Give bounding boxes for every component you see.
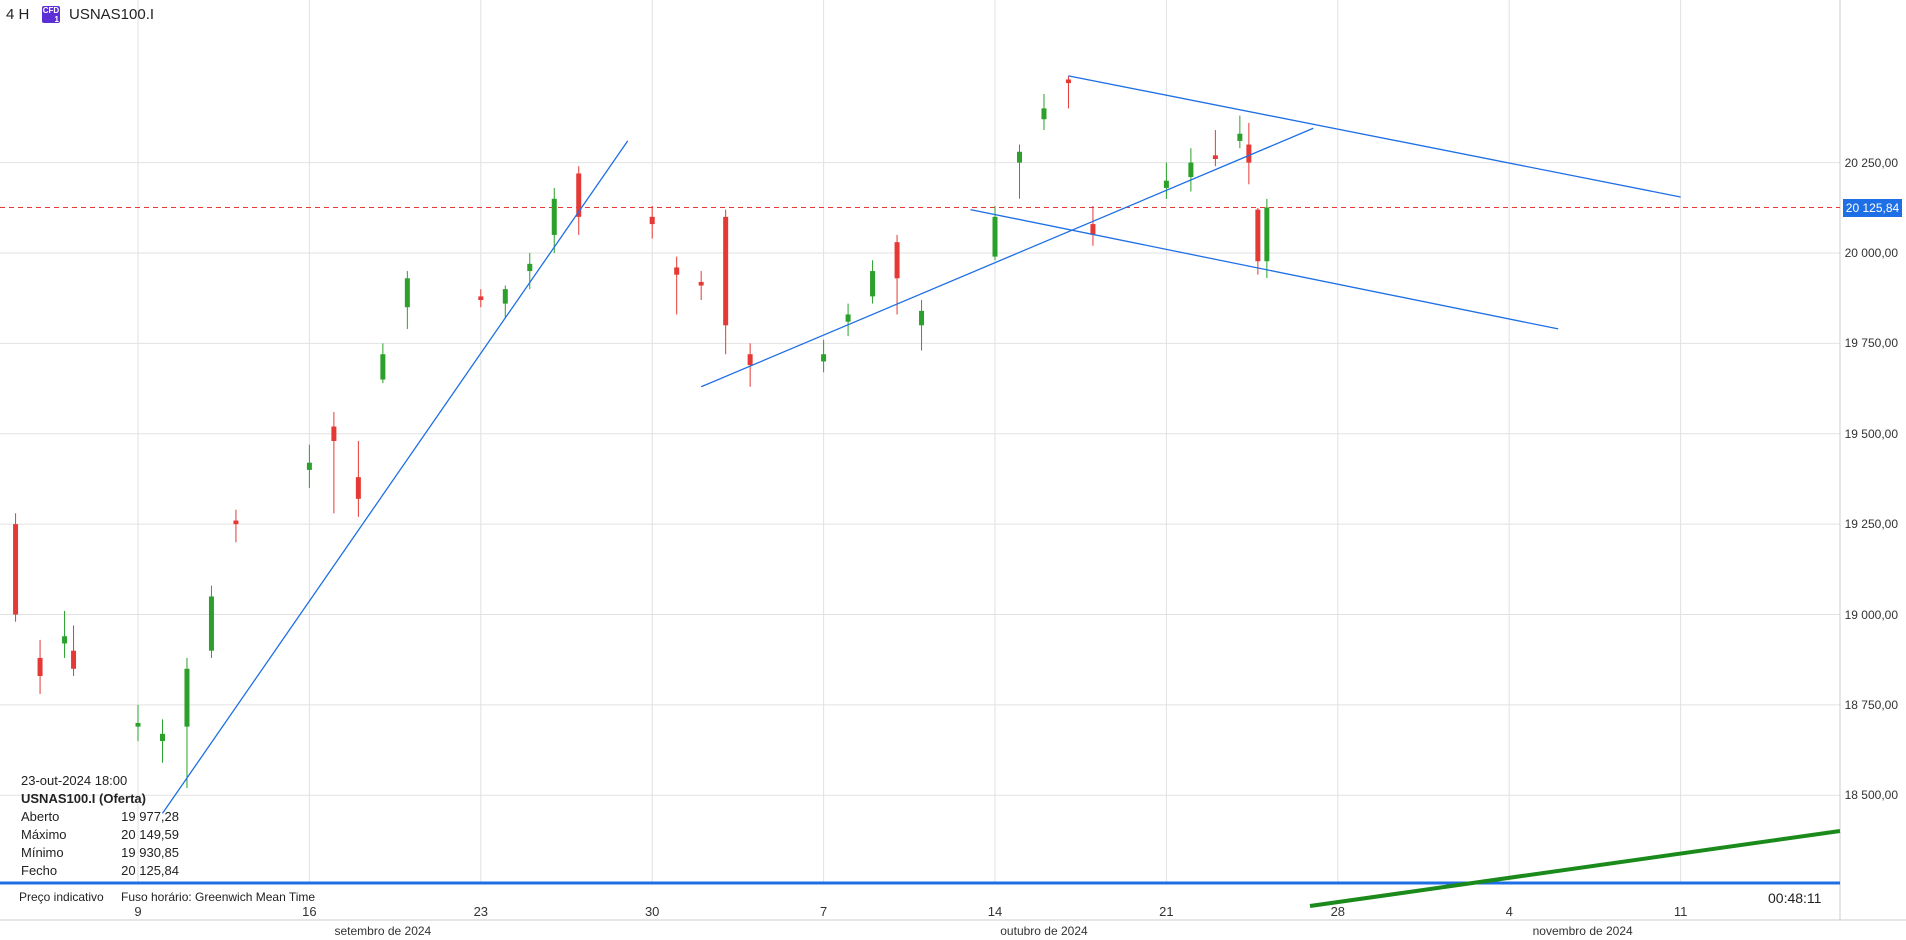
y-tick-label: 19 750,00 — [1844, 336, 1898, 351]
cfd-icon: CFD 1 — [42, 6, 60, 23]
y-tick-label: 19 500,00 — [1844, 426, 1898, 441]
tooltip-value: 20 125,84 — [121, 863, 179, 878]
y-tick-label: 20 250,00 — [1844, 155, 1898, 170]
x-tick-label: 14 — [987, 904, 1003, 919]
candle-body — [306, 462, 312, 470]
x-tick-label: 7 — [819, 904, 828, 919]
candle-body — [1264, 207, 1270, 262]
candle-body — [135, 723, 141, 727]
candle-body — [208, 596, 214, 651]
candle-body — [1246, 144, 1252, 163]
candle-body — [184, 668, 190, 727]
x-month-label: setembro de 2024 — [334, 924, 432, 938]
indicator-panel — [0, 829, 1841, 908]
candle-body — [919, 310, 925, 326]
candle-body — [71, 650, 77, 669]
x-tick-label: 11 — [1673, 904, 1688, 919]
price-type-label: Preço indicativo — [19, 890, 104, 904]
trendline — [1068, 75, 1681, 198]
tooltip-value: 19 930,85 — [121, 845, 179, 860]
x-tick-label: 23 — [473, 904, 489, 919]
current-price-tag: 20 125,84 — [1843, 198, 1902, 217]
candle-body — [821, 354, 827, 362]
y-tick-label: 18 500,00 — [1844, 788, 1898, 803]
candle-body — [1188, 162, 1194, 178]
candle-body — [355, 477, 361, 499]
ohlc-tooltip: 23-out-2024 18:00 USNAS100.I (Oferta) Ab… — [21, 772, 179, 880]
candle-body — [159, 733, 165, 742]
candle-body — [845, 314, 851, 322]
tooltip-row-open: Aberto 19 977,28 — [21, 808, 179, 826]
tooltip-row-low: Mínimo 19 930,85 — [21, 844, 179, 862]
x-tick-label: 4 — [1505, 904, 1513, 919]
candle-body — [992, 216, 998, 257]
candle-body — [894, 242, 900, 279]
tooltip-label: Mínimo — [21, 845, 64, 860]
tooltip-row-high: Máximo 20 149,59 — [21, 826, 179, 844]
trendline — [161, 140, 629, 814]
candle-body — [1016, 151, 1022, 163]
candle-body — [1163, 180, 1169, 188]
candle-body — [233, 520, 239, 525]
y-tick-label: 18 750,00 — [1844, 697, 1898, 712]
y-tick-label: 19 250,00 — [1844, 517, 1898, 532]
candle-body — [380, 354, 386, 380]
candle-body — [723, 216, 729, 326]
chart-grid — [0, 0, 1906, 921]
candle-body — [1212, 155, 1218, 159]
trendlines[interactable] — [161, 75, 1681, 814]
y-tick-label: 20 000,00 — [1844, 246, 1898, 260]
candle-body — [1041, 108, 1047, 120]
candle-body — [674, 267, 680, 275]
candle-body — [404, 278, 410, 308]
timezone-label[interactable]: Fuso horário: Greenwich Mean Time — [121, 890, 316, 904]
y-tick-label: 19 000,00 — [1844, 607, 1898, 622]
candle-body — [551, 198, 557, 235]
tooltip-value: 20 149,59 — [121, 827, 179, 842]
candle-body — [527, 263, 533, 272]
candle-body — [1065, 79, 1071, 84]
x-tick-label: 30 — [644, 904, 660, 919]
candle-body — [576, 173, 582, 217]
tooltip-label: Aberto — [21, 809, 60, 824]
x-month-label: novembro de 2024 — [1532, 924, 1633, 938]
x-tick-label: 28 — [1330, 904, 1346, 919]
candle-body — [331, 426, 337, 441]
tooltip-datetime: 23-out-2024 18:00 — [21, 773, 128, 788]
candle-body — [747, 354, 753, 366]
x-month-label: outubro de 2024 — [1000, 924, 1088, 938]
tooltip-value: 19 977,28 — [121, 809, 179, 824]
x-tick-label: 21 — [1159, 904, 1174, 919]
candle-body — [62, 636, 68, 644]
x-tick-label: 16 — [302, 904, 317, 919]
candle-body — [1255, 209, 1261, 262]
candle-body — [649, 216, 655, 225]
candle-body — [502, 289, 508, 304]
tooltip-label: Fecho — [21, 863, 58, 878]
candlestick-series — [13, 75, 1270, 789]
candle-body — [13, 524, 19, 615]
tooltip-title: USNAS100.I (Oferta) — [21, 791, 146, 806]
trendline — [700, 127, 1314, 388]
candle-body — [1090, 224, 1096, 235]
tooltip-row-close: Fecho 20 125,84 — [21, 862, 179, 880]
candle-countdown: 00:48:11 — [1768, 890, 1822, 906]
tooltip-label: Máximo — [21, 827, 67, 842]
candle-body — [698, 281, 704, 286]
symbol-label[interactable]: USNAS100.I — [69, 6, 155, 23]
x-tick-label: 9 — [134, 904, 142, 919]
candle-body — [870, 271, 876, 297]
candle-body — [1237, 133, 1243, 141]
timeframe-label[interactable]: 4 H — [6, 6, 30, 23]
indicator-line-green — [1309, 829, 1841, 908]
candle-body — [37, 657, 43, 676]
trendline — [970, 208, 1559, 330]
candle-body — [478, 296, 484, 300]
